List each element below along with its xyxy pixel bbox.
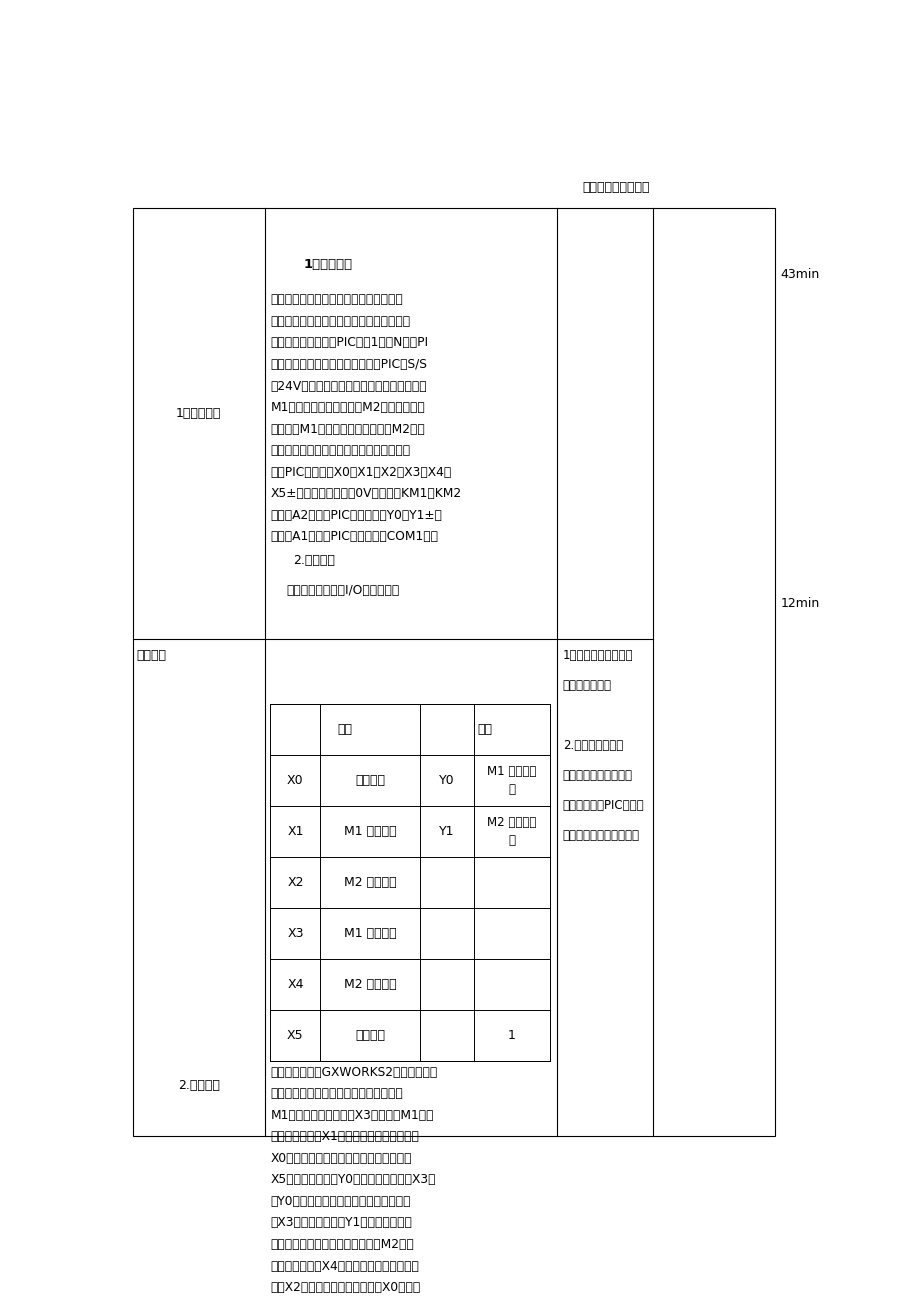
Text: X1: X1: [287, 825, 303, 838]
Text: 按照教师示范完成硬件: 按照教师示范完成硬件: [562, 769, 632, 782]
Text: 1．硬件安装: 1．硬件安装: [303, 259, 353, 272]
Text: 接控制电路时，先把PIC的的1端、N端和PI: 接控制电路时，先把PIC的的1端、N端和PI: [270, 337, 428, 350]
Text: 任务实施: 任务实施: [136, 649, 166, 662]
Text: 2.程序编写: 2.程序编写: [293, 554, 335, 567]
Text: 器: 器: [507, 783, 515, 796]
Text: 任务需要如何操作？: 任务需要如何操作？: [582, 181, 649, 194]
Text: X5±，另外一端都连接0V；然后把KM1、KM2: X5±，另外一端都连接0V；然后把KM1、KM2: [270, 487, 461, 500]
Text: 器: 器: [507, 834, 515, 847]
Text: X5，最后输出线圈Y0，最后在第二行与X3并: X5，最后输出线圈Y0，最后在第二行与X3并: [270, 1174, 436, 1187]
Text: 电路的安装、PIC程序的: 电路的安装、PIC程序的: [562, 799, 643, 812]
Text: Y0: Y0: [438, 774, 454, 787]
Text: 输入: 输入: [337, 723, 352, 736]
Text: X0: X0: [287, 774, 303, 787]
Text: X4: X4: [287, 978, 303, 991]
Text: M1启动按钮的常开触点X3，再放置M1停止: M1启动按钮的常开触点X3，再放置M1停止: [270, 1108, 434, 1121]
Text: 联Y0的常开触点作为自锁，同时与停止按: 联Y0的常开触点作为自锁，同时与停止按: [270, 1194, 411, 1207]
Text: M2 启动按钮: M2 启动按钮: [344, 978, 396, 991]
Text: X0的常开触点，然后热继电器的常开触点: X0的常开触点，然后热继电器的常开触点: [270, 1151, 412, 1164]
Text: 钮X3的常开触点并联Y1的常开触点，作: 钮X3的常开触点并联Y1的常开触点，作: [270, 1216, 412, 1229]
Text: 范，做好记录；: 范，做好记录；: [562, 679, 611, 692]
Text: X2: X2: [287, 876, 303, 889]
Text: 线圈的A1连接在PIC扩张模块的COM1上。: 线圈的A1连接在PIC扩张模块的COM1上。: [270, 531, 438, 544]
Text: 1: 1: [507, 1029, 516, 1042]
Text: 43min: 43min: [779, 268, 819, 281]
Text: 过载保护: 过载保护: [355, 1029, 385, 1042]
Text: 2.以小组为单位，: 2.以小组为单位，: [562, 739, 622, 752]
Text: M1停止按钮的常闭触点、M2停止按钮的常: M1停止按钮的常闭触点、M2停止按钮的常: [270, 401, 425, 414]
Text: 1学生认真观察教师示: 1学生认真观察教师示: [562, 649, 632, 662]
Text: 触点X2，接下来依次是急停按钮X0的常开: 触点X2，接下来依次是急停按钮X0的常开: [270, 1281, 420, 1294]
Text: 闭触点、M1启动按钮的常开触点、M2启动: 闭触点、M1启动按钮的常开触点、M2启动: [270, 423, 425, 436]
Text: M2 停止按钮: M2 停止按钮: [344, 876, 396, 889]
Text: 与24V端连接，然后将急停按钮的常闭触点、: 与24V端连接，然后将急停按钮的常闭触点、: [270, 380, 426, 393]
Text: 按钮的常开触点X4，再放置停止按钮的常开: 按钮的常开触点X4，再放置停止按钮的常开: [270, 1259, 419, 1272]
Bar: [270, 704, 550, 1060]
Text: M1 启动按钮: M1 启动按钮: [344, 926, 396, 939]
Text: 线圈的A2连接在PIC扩展模块的Y0、Y1±，: 线圈的A2连接在PIC扩展模块的Y0、Y1±，: [270, 509, 442, 522]
Text: 输出: 输出: [477, 723, 492, 736]
Text: 接在PIC输入端的X0、X1、X2、X3、X4、: 接在PIC输入端的X0、X1、X2、X3、X4、: [270, 466, 451, 479]
Text: 2.程序编写: 2.程序编写: [177, 1080, 220, 1093]
Text: M1 停止按钮: M1 停止按钮: [344, 825, 396, 838]
Text: 我们先打开GXWORKS2软件，新建并: 我们先打开GXWORKS2软件，新建并: [270, 1066, 437, 1079]
Text: 保存工程；然后进行程序的编写，先放置: 保存工程；然后进行程序的编写，先放置: [270, 1088, 403, 1101]
Text: 编写和电路功能的调试。: 编写和电路功能的调试。: [562, 829, 639, 842]
Text: 为逆停的条件；然后在第三行放置M2启动: 为逆停的条件；然后在第三行放置M2启动: [270, 1239, 414, 1252]
Text: M2 运行接触: M2 运行接触: [486, 816, 536, 829]
Text: X3: X3: [287, 926, 303, 939]
Text: 1．硬件安装: 1．硬件安装: [176, 407, 221, 420]
Text: 连接时按照前面主电路的安装方法连接。连: 连接时按照前面主电路的安装方法连接。连: [270, 315, 410, 328]
Text: M1 运行接触: M1 运行接触: [486, 765, 536, 778]
Text: X5: X5: [287, 1029, 303, 1042]
Text: 先装主电路，然后控制电路。主电路: 先装主电路，然后控制电路。主电路: [270, 293, 403, 306]
Text: 12min: 12min: [779, 597, 819, 610]
Text: 按钮的常开触点X1，接下来依次是急停按钮: 按钮的常开触点X1，接下来依次是急停按钮: [270, 1131, 419, 1144]
Text: 按钮的常开触点和热继电器常闭触点分别连: 按钮的常开触点和热继电器常闭触点分别连: [270, 444, 410, 457]
Text: 程序编写前先进行I/O地址定义：: 程序编写前先进行I/O地址定义：: [286, 584, 399, 597]
Text: 端连接在电源相应的位置上，再把PIC的S/S: 端连接在电源相应的位置上，再把PIC的S/S: [270, 358, 426, 371]
Text: Y1: Y1: [438, 825, 454, 838]
Text: 急停按钮: 急停按钮: [355, 774, 385, 787]
